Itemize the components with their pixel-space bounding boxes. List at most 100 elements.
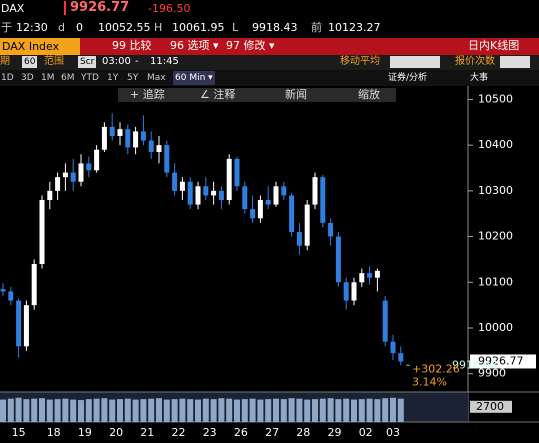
candle-body xyxy=(187,181,193,205)
chart: + 追踪 ∠ 注释 新闻 缩放 9900 10000 10100 10200 10300 1040… xyxy=(0,86,539,443)
candle-body xyxy=(62,172,68,178)
input[interactable]: Scr xyxy=(78,56,97,68)
candle-body xyxy=(343,282,349,301)
candle-body xyxy=(328,222,334,237)
volume-tick-box xyxy=(470,400,512,413)
candle-body xyxy=(23,305,29,347)
volume-bar xyxy=(390,397,396,422)
volume-bar xyxy=(319,398,326,422)
volume-bar xyxy=(288,398,295,422)
toolbar-button[interactable]: + 追踪 xyxy=(130,87,165,101)
volume-bar xyxy=(163,399,170,422)
volume-bar xyxy=(148,398,155,422)
range-button[interactable]: 1M xyxy=(41,73,55,83)
quote-field: 10061.95 xyxy=(172,21,225,34)
menu-button[interactable]: 97 修改 ▾ xyxy=(226,39,275,52)
settings-row: 期 60 范围 Scr 03:00 - 11:45 移动平均 报价次数 xyxy=(0,55,539,70)
x-tick-label: 21 xyxy=(140,426,154,439)
candle-body xyxy=(304,204,310,246)
range-button[interactable]: 3D xyxy=(21,73,34,83)
label: 移动平均 xyxy=(340,56,380,67)
quote-field: 9918.43 xyxy=(252,21,298,34)
tool-button[interactable]: 大事 xyxy=(470,73,489,83)
volume-bar xyxy=(249,398,256,422)
input[interactable]: 60 xyxy=(22,56,38,68)
volume-bar xyxy=(312,399,318,422)
quote-field: 12:30 xyxy=(16,21,48,34)
x-tick-label: 18 xyxy=(47,426,61,439)
chart-toolbar xyxy=(118,88,396,102)
y-tick-label: 10200 xyxy=(478,230,513,243)
menu-button[interactable]: 96 选项 ▾ xyxy=(170,39,219,52)
range-button[interactable]: 1Y xyxy=(107,73,119,83)
x-tick-label: 19 xyxy=(78,426,92,439)
range-button[interactable]: 1D xyxy=(1,73,14,83)
volume-bar xyxy=(93,398,100,422)
quote-field: d xyxy=(58,21,65,34)
volume-bar xyxy=(296,398,303,422)
candle-body xyxy=(39,200,45,264)
end-time[interactable]: 11:45 xyxy=(150,56,179,67)
y-tick-label: 9900 xyxy=(478,367,506,380)
candle-body xyxy=(78,163,84,182)
candle-body xyxy=(8,291,14,301)
volume-bar xyxy=(179,398,186,422)
tool-button[interactable]: 证券/分析 xyxy=(388,73,428,83)
volume-bar xyxy=(171,399,178,422)
volume-bar xyxy=(304,399,311,422)
start-time[interactable]: 03:00 xyxy=(102,56,131,67)
volume-bar xyxy=(226,398,233,422)
candle-body xyxy=(218,190,224,200)
candle-body xyxy=(211,190,217,196)
security-name[interactable]: DAX Index xyxy=(0,38,80,55)
volume-bar xyxy=(327,398,334,422)
volume-bar xyxy=(257,399,264,422)
volume-bar xyxy=(280,399,287,422)
candle-body xyxy=(16,300,22,347)
toolbar-button[interactable]: 新闻 xyxy=(285,87,307,101)
candle-body xyxy=(133,131,139,148)
volume-bar xyxy=(366,398,373,422)
candle-body xyxy=(242,186,248,210)
volume-bar xyxy=(78,400,84,422)
quote-field: L xyxy=(232,21,239,34)
range-button[interactable]: 60 Min ▾ xyxy=(173,71,215,85)
toolbar-button[interactable]: ∠ 注释 xyxy=(200,87,235,101)
dropdown[interactable] xyxy=(500,56,530,68)
candle-body xyxy=(234,158,240,187)
candle-body xyxy=(335,236,341,283)
candle-body xyxy=(47,190,53,200)
volume-bar xyxy=(265,399,272,422)
x-tick-label: 02 xyxy=(359,426,373,439)
volume-bar xyxy=(273,398,279,422)
volume-bar xyxy=(70,399,77,422)
volume-bar xyxy=(140,399,147,422)
y-tick-label: 10100 xyxy=(478,275,513,288)
candle-body xyxy=(226,158,232,200)
range-button[interactable]: 5Y xyxy=(127,73,139,83)
candle-body xyxy=(398,353,404,362)
volume-bar xyxy=(117,399,123,422)
menu-button[interactable]: 99 比较 xyxy=(112,39,152,52)
range-button[interactable]: YTD xyxy=(81,73,99,83)
range-button[interactable]: 6M xyxy=(61,73,75,83)
toolbar-button[interactable]: 缩放 xyxy=(358,87,380,101)
volume-bar xyxy=(374,399,381,422)
volume-bar xyxy=(218,398,225,422)
low-price-label: 9918.43 xyxy=(452,358,498,371)
candle-body xyxy=(109,126,115,136)
volume-bar xyxy=(31,398,38,422)
volume-bar xyxy=(202,398,209,422)
y-tick-label: 10500 xyxy=(478,92,513,105)
volume-bar xyxy=(351,399,357,422)
volume-bar xyxy=(234,399,240,422)
candle-body xyxy=(0,289,6,292)
volume-bar xyxy=(109,399,116,422)
y-tick-label: 10400 xyxy=(478,138,513,151)
candle-body xyxy=(195,186,201,205)
dropdown[interactable] xyxy=(390,56,440,68)
range-button[interactable]: Max xyxy=(147,73,166,83)
volume-bar xyxy=(132,399,139,422)
candle-body xyxy=(94,149,100,171)
candle-body xyxy=(172,172,178,191)
